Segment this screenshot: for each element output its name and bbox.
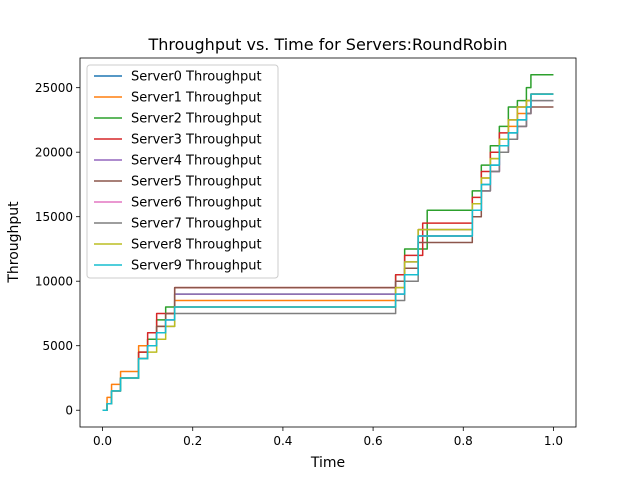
y-tick-label: 15000 <box>35 210 73 224</box>
x-tick-label: 0.4 <box>273 434 292 448</box>
legend-label: Server5 Throughput <box>131 175 262 190</box>
axes <box>79 57 577 428</box>
x-tick-label: 0.8 <box>454 434 473 448</box>
y-tick-label: 20000 <box>35 146 73 160</box>
x-axis-label: Time <box>310 455 345 471</box>
legend-label: Server3 Throughput <box>131 133 262 148</box>
legend-box <box>86 64 279 279</box>
series-layer <box>102 74 554 411</box>
series-line-server9 <box>102 93 554 411</box>
legend-label: Server7 Throughput <box>131 217 262 232</box>
y-tick-label: 5000 <box>42 339 73 353</box>
y-axis-ticks: 0 5000 10000 15000 20000 25000 <box>35 81 80 418</box>
legend-label: Server1 Throughput <box>131 91 262 106</box>
legend-label: Server9 Throughput <box>131 259 262 274</box>
legend-label: Server8 Throughput <box>131 238 262 253</box>
x-tick-label: 0.6 <box>364 434 383 448</box>
y-axis-label: Throughput <box>6 201 22 284</box>
x-tick-label: 0.0 <box>93 434 112 448</box>
y-tick-label: 10000 <box>35 275 73 289</box>
legend: Server0 Throughput Server1 Throughput Serv… <box>86 64 279 279</box>
chart-title: Throughput vs. Time for Servers:RoundRob… <box>147 35 507 54</box>
x-tick-label: 1.0 <box>544 434 563 448</box>
x-axis-ticks: 0.0 0.2 0.4 0.6 0.8 1.0 <box>93 427 563 448</box>
legend-label: Server2 Throughput <box>131 112 262 127</box>
x-tick-label: 0.2 <box>183 434 202 448</box>
legend-label: Server4 Throughput <box>131 154 262 169</box>
y-tick-label: 25000 <box>35 81 73 95</box>
plot-frame <box>79 57 577 428</box>
y-tick-label: 0 <box>65 404 73 418</box>
legend-label: Server0 Throughput <box>131 70 262 85</box>
legend-label: Server6 Throughput <box>131 196 262 211</box>
